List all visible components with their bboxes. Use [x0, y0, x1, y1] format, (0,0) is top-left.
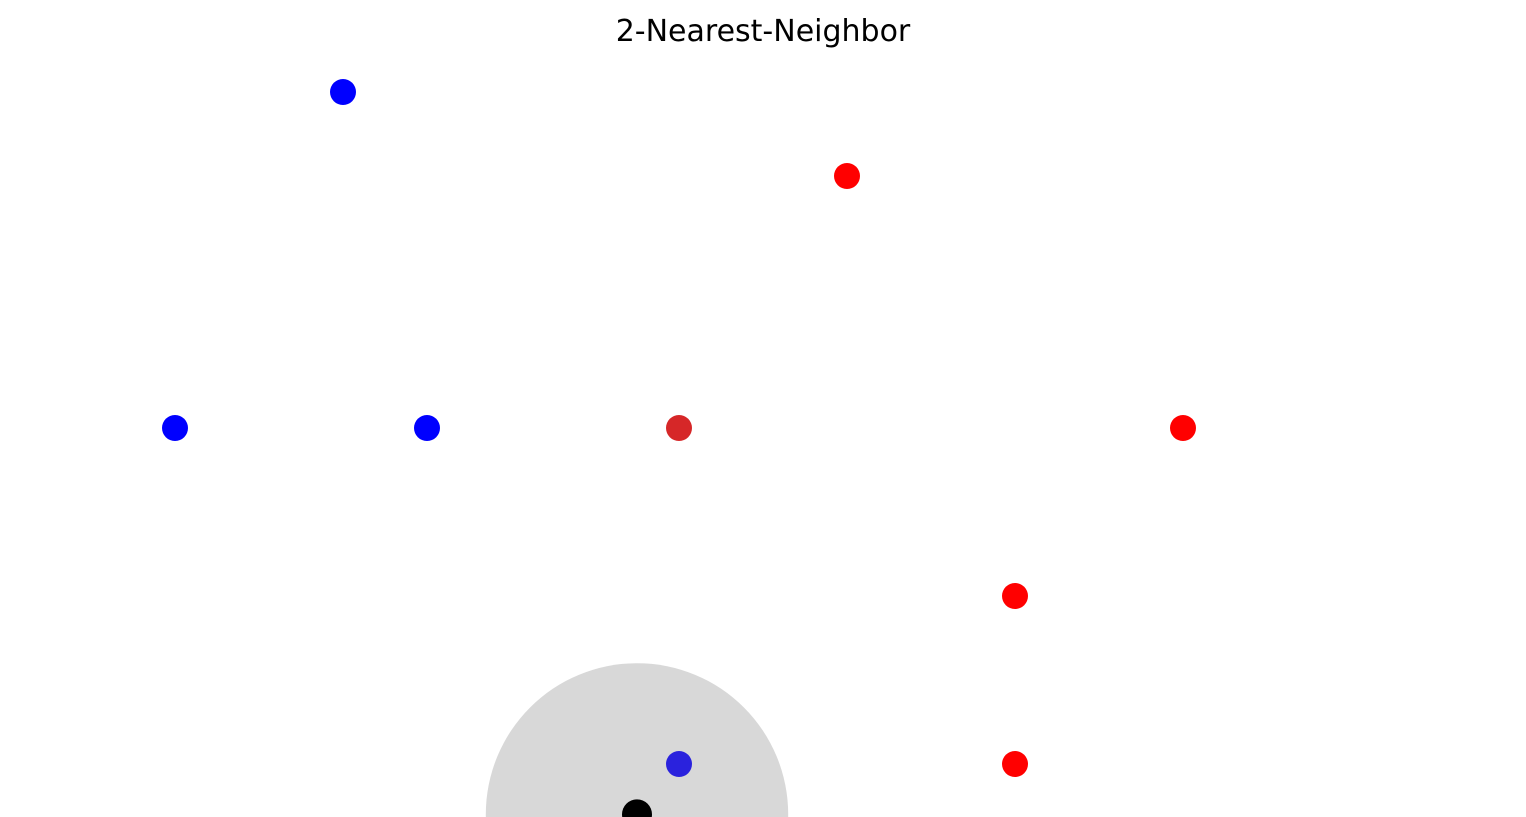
- data-point-0-2: [330, 79, 356, 105]
- data-point-1-4: [1170, 415, 1196, 441]
- data-point-0-3: [162, 415, 188, 441]
- neighborhood-circle: [485, 663, 789, 817]
- query-point: [622, 799, 652, 817]
- data-point-1-5: [1002, 583, 1028, 609]
- data-point-1-6: [1002, 751, 1028, 777]
- data-point-1-2: [834, 163, 860, 189]
- neighbor-point-0-5: [666, 751, 692, 777]
- neighbor-point-1-3: [666, 415, 692, 441]
- data-point-0-4: [414, 415, 440, 441]
- chart-title: 2-Nearest-Neighbor: [615, 14, 911, 49]
